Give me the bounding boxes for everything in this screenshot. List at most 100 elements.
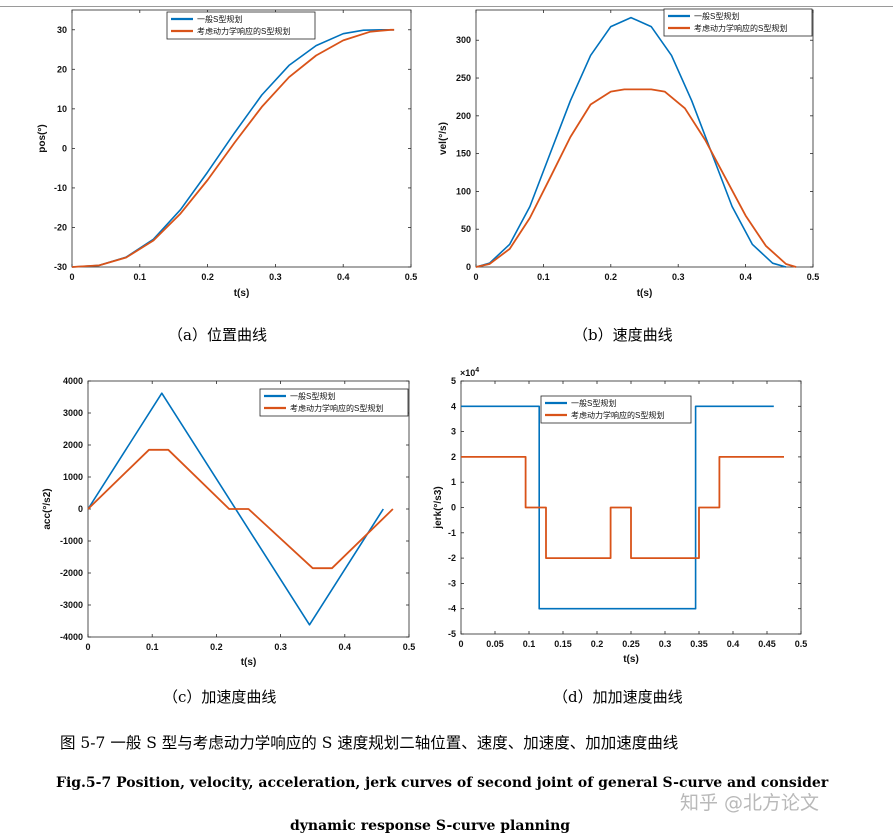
subcaption-a: （a）位置曲线 bbox=[168, 326, 267, 344]
legend-entry: 考虑动力学响应的S型规划 bbox=[197, 26, 290, 36]
legend-entry: 考虑动力学响应的S型规划 bbox=[290, 403, 383, 413]
y-tick-label: 0 bbox=[451, 503, 456, 513]
y-tick-label: -4 bbox=[448, 604, 456, 614]
legend-entry: 一般S型规划 bbox=[290, 391, 335, 401]
y-tick-label: -3 bbox=[448, 578, 456, 588]
x-tick-label: 0.35 bbox=[690, 639, 708, 649]
y-axis-label: acc(°/s2) bbox=[42, 488, 53, 529]
x-tick-label: 0.45 bbox=[758, 639, 776, 649]
x-tick-label: 0 bbox=[473, 272, 478, 282]
y-tick-label: 10 bbox=[57, 104, 67, 114]
y-tick-label: 1 bbox=[451, 477, 456, 487]
y-tick-label: 4000 bbox=[63, 376, 83, 386]
plot-frame bbox=[475, 9, 814, 268]
x-tick-label: 0.1 bbox=[134, 272, 147, 282]
y-tick-label: 100 bbox=[456, 186, 471, 196]
x-tick-label: 0 bbox=[85, 642, 90, 652]
x-tick-label: 0.1 bbox=[146, 642, 159, 652]
y-tick-label: 1000 bbox=[63, 472, 83, 482]
x-axis-label: t(s) bbox=[623, 654, 639, 665]
series-line-dynamic-response-s-curve bbox=[71, 28, 395, 268]
page-top-rule bbox=[0, 6, 893, 7]
legend-box bbox=[663, 8, 813, 37]
y-tick-label: 0 bbox=[466, 262, 471, 272]
subcaption-d: （d）加加速度曲线 bbox=[553, 688, 683, 706]
x-tick-label: 0.3 bbox=[672, 272, 685, 282]
y-tick-label: -4000 bbox=[60, 632, 83, 642]
y-tick-label: 50 bbox=[461, 224, 471, 234]
x-tick-label: 0.2 bbox=[201, 272, 214, 282]
y-tick-label: 5 bbox=[451, 376, 456, 386]
chart-d: 0 0.05 0.1 0.15 0.2 0.25 0.3 0.35 0.4 0.45 0.5 -5 -4… bbox=[433, 367, 807, 665]
legend-entry: 一般S型规划 bbox=[571, 398, 616, 408]
x-tick-label: 0.5 bbox=[405, 272, 418, 282]
y-tick-label: -10 bbox=[54, 183, 67, 193]
y-tick-label: -2000 bbox=[60, 568, 83, 578]
series-line-general-s-curve bbox=[461, 405, 774, 610]
x-tick-label: 0.5 bbox=[403, 642, 416, 652]
x-tick-label: 0.25 bbox=[622, 639, 640, 649]
y-tick-label: 2 bbox=[451, 452, 456, 462]
x-tick-label: 0.4 bbox=[727, 639, 740, 649]
figure-caption-english-line2: dynamic response S-curve planning bbox=[290, 818, 571, 834]
y-tick-label: 2000 bbox=[63, 440, 83, 450]
y-axis-label: pos(°) bbox=[37, 124, 48, 152]
x-tick-label: 0.5 bbox=[795, 639, 808, 649]
y-tick-label: 3000 bbox=[63, 408, 83, 418]
plot-frame bbox=[71, 9, 412, 268]
x-tick-label: 0 bbox=[69, 272, 74, 282]
chart-a: 0 0.1 0.2 0.3 0.4 0.5 -30 -20 -10 0 10 20 30 t(s) pos(… bbox=[37, 9, 418, 299]
y-tick-label: -20 bbox=[54, 222, 67, 232]
exponent-power: 4 bbox=[475, 367, 479, 374]
y-tick-label: 250 bbox=[456, 73, 471, 83]
chart-b: 0 0.1 0.2 0.3 0.4 0.5 0 50 100 150 200 250 300 t(s) ve… bbox=[438, 8, 820, 299]
x-tick-label: 0.3 bbox=[659, 639, 672, 649]
y-tick-label: -2 bbox=[448, 553, 456, 563]
legend-box bbox=[166, 11, 316, 40]
y-tick-label: 4 bbox=[451, 401, 456, 411]
watermark: 知乎 @北方论文 bbox=[680, 792, 820, 814]
x-tick-label: 0.5 bbox=[807, 272, 820, 282]
y-axis-label: jerk(°/s3) bbox=[433, 486, 444, 529]
exponent-base: ×10 bbox=[460, 368, 475, 378]
legend-entry: 一般S型规划 bbox=[694, 11, 739, 21]
y-tick-label: 300 bbox=[456, 35, 471, 45]
y-tick-label: -5 bbox=[448, 629, 456, 639]
x-axis-label: t(s) bbox=[234, 288, 250, 299]
x-tick-label: 0.2 bbox=[591, 639, 604, 649]
x-axis-label: t(s) bbox=[241, 657, 257, 668]
y-tick-label: 0 bbox=[62, 143, 67, 153]
y-tick-label: -1000 bbox=[60, 536, 83, 546]
x-tick-label: 0.1 bbox=[523, 639, 536, 649]
y-axis-label: vel(°/s) bbox=[438, 122, 449, 155]
x-tick-label: 0.4 bbox=[339, 642, 352, 652]
series-line-general-s-curve bbox=[475, 16, 787, 268]
legend-entry: 考虑动力学响应的S型规划 bbox=[571, 410, 664, 420]
x-tick-label: 0.2 bbox=[605, 272, 618, 282]
x-tick-label: 0.3 bbox=[269, 272, 282, 282]
x-tick-label: 0.1 bbox=[537, 272, 550, 282]
figure-caption-chinese: 图 5-7 一般 S 型与考虑动力学响应的 S 速度规划二轴位置、速度、加速度、… bbox=[60, 734, 679, 752]
y-tick-label: 200 bbox=[456, 111, 471, 121]
legend-entry: 考虑动力学响应的S型规划 bbox=[694, 23, 787, 33]
y-tick-label: -1 bbox=[448, 528, 456, 538]
subcaption-b: （b）速度曲线 bbox=[573, 326, 673, 344]
x-tick-label: 0.05 bbox=[486, 639, 504, 649]
y-tick-label: 3 bbox=[451, 427, 456, 437]
series-line-dynamic-response-s-curve bbox=[475, 88, 797, 268]
y-tick-label: -30 bbox=[54, 262, 67, 272]
x-tick-label: 0.2 bbox=[210, 642, 223, 652]
series-line-dynamic-response-s-curve bbox=[87, 448, 394, 570]
x-axis-label: t(s) bbox=[637, 288, 653, 299]
legend-box bbox=[540, 395, 692, 424]
y-tick-label: 150 bbox=[456, 149, 471, 159]
y-tick-label: 30 bbox=[57, 25, 67, 35]
legend-box bbox=[259, 388, 409, 417]
series-line-dynamic-response-s-curve bbox=[461, 455, 784, 559]
x-tick-label: 0.15 bbox=[554, 639, 572, 649]
